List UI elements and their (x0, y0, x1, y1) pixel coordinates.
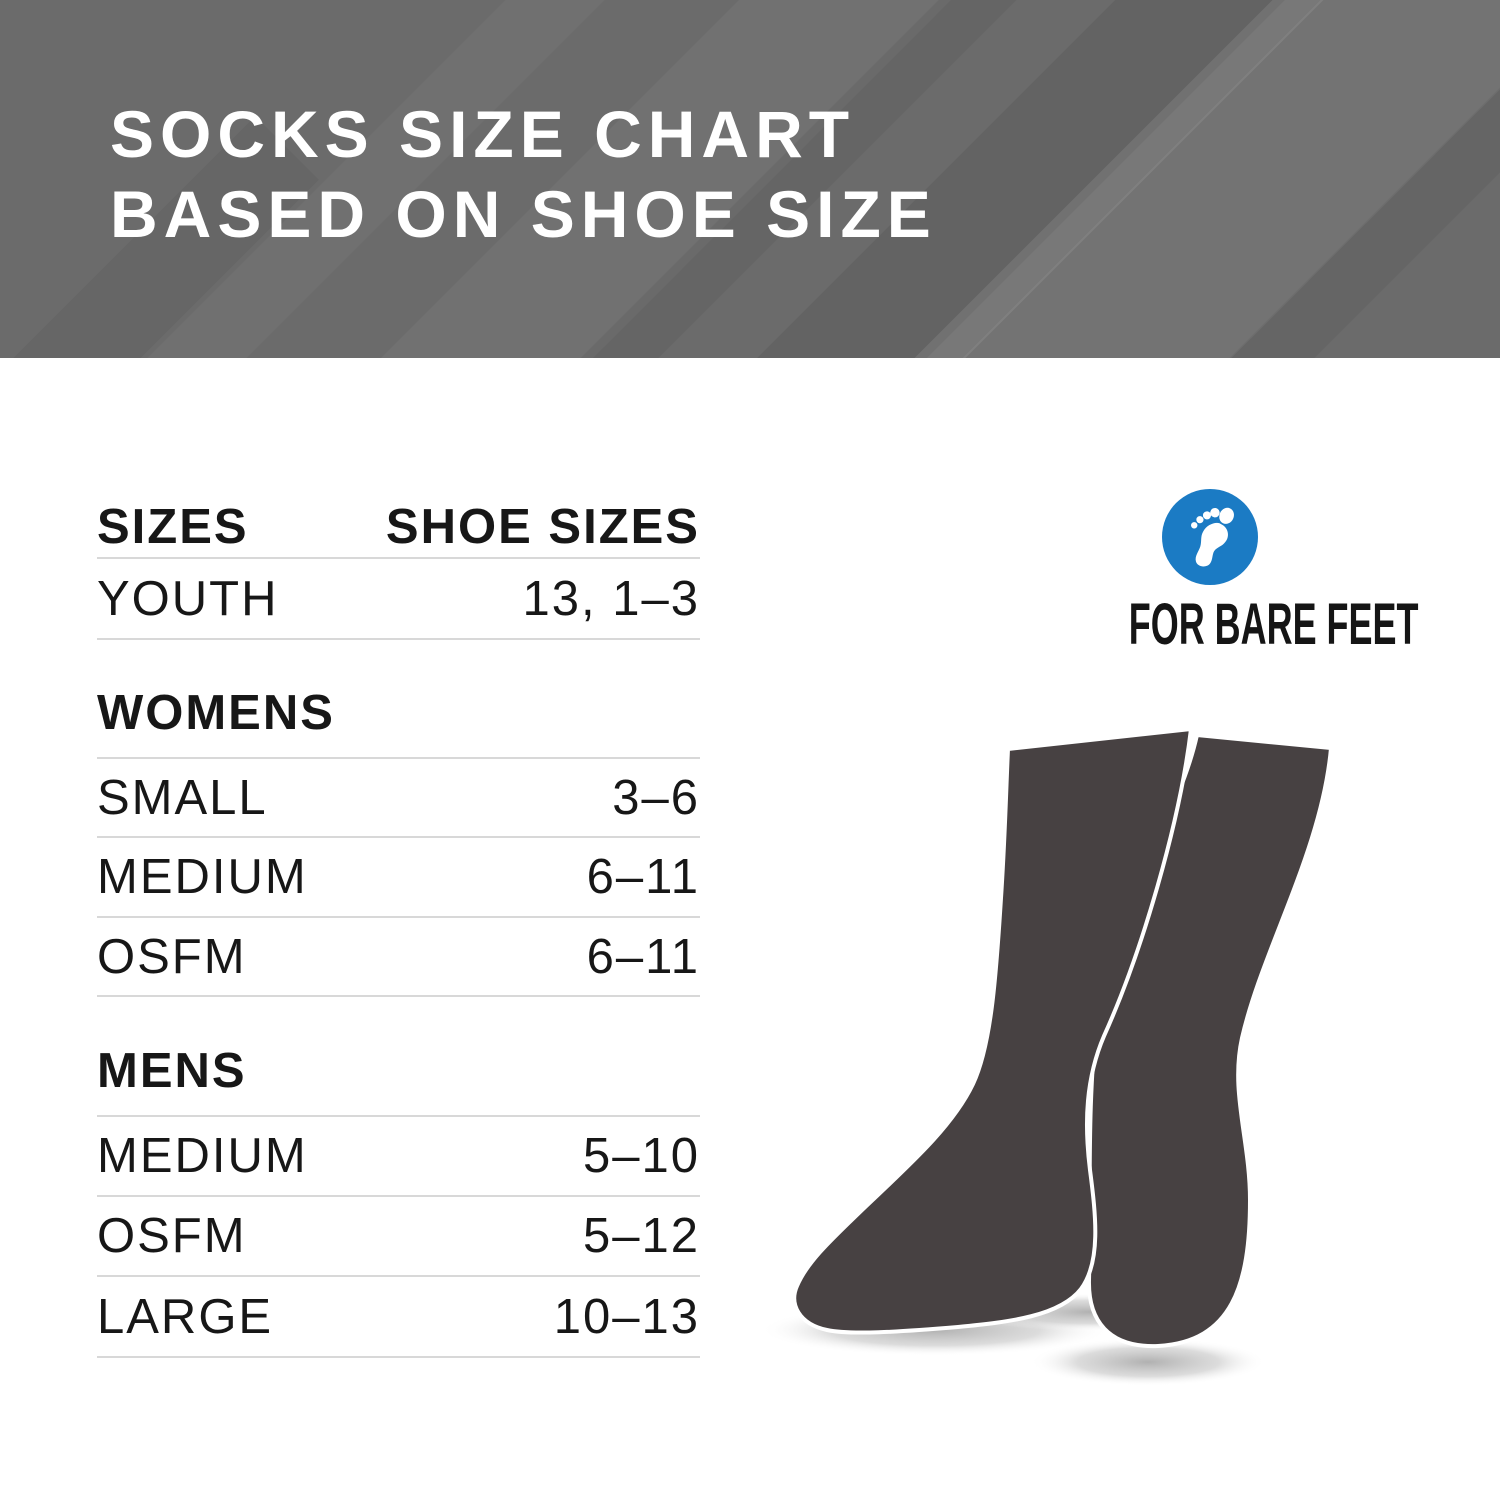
row-label: OSFM (97, 1209, 247, 1263)
left-sock (792, 726, 1194, 1335)
section-header-mens: MENS (97, 997, 700, 1117)
row-label: YOUTH (97, 571, 279, 626)
table-row-youth: YOUTH 13, 1–3 (97, 559, 700, 640)
section-header-label: WOMENS (97, 686, 335, 740)
section-header-label: MENS (97, 1044, 247, 1098)
row-value: 10–13 (553, 1289, 700, 1344)
table-row-womens-osfm: OSFM 6–11 (97, 918, 700, 997)
row-label: OSFM (97, 929, 247, 984)
table-header-row: SIZES SHOE SIZES (97, 497, 700, 559)
socks-illustration (760, 726, 1334, 1386)
brand-logo: FOR BARE FEET (1040, 489, 1418, 658)
row-value: 5–10 (582, 1129, 700, 1183)
table-row-womens-medium: MEDIUM 6–11 (97, 838, 700, 918)
brand-name: FOR BARE FEET (1128, 592, 1419, 657)
row-value: 13, 1–3 (522, 571, 700, 626)
sock-shadow (1030, 1338, 1266, 1386)
page-title-line-1: SOCKS SIZE CHART (110, 97, 856, 171)
row-label: MEDIUM (97, 1129, 308, 1183)
row-value: 6–11 (586, 850, 700, 904)
col-header-shoe-sizes: SHOE SIZES (385, 500, 700, 554)
row-label: SMALL (97, 770, 268, 825)
row-label: LARGE (97, 1289, 274, 1344)
section-header-womens: WOMENS (97, 640, 700, 759)
table-row-mens-medium: MEDIUM 5–10 (97, 1117, 700, 1197)
row-label: MEDIUM (97, 850, 308, 904)
logo-circle (1162, 489, 1258, 585)
table-row-mens-osfm: OSFM 5–12 (97, 1197, 700, 1277)
footprint-icon (1190, 507, 1234, 567)
table-row-mens-large: LARGE 10–13 (97, 1277, 700, 1358)
col-header-sizes: SIZES (97, 500, 249, 554)
banner: SOCKS SIZE CHART BASED ON SHOE SIZE (0, 0, 1500, 358)
page-title-line-2: BASED ON SHOE SIZE (110, 177, 937, 251)
page-title: SOCKS SIZE CHART BASED ON SHOE SIZE (110, 94, 937, 254)
row-value: 3–6 (612, 770, 700, 825)
row-value: 5–12 (582, 1209, 700, 1263)
size-table: SIZES SHOE SIZES YOUTH 13, 1–3 WOMENS SM… (97, 497, 700, 1358)
row-value: 6–11 (586, 929, 700, 984)
table-row-womens-small: SMALL 3–6 (97, 759, 700, 838)
